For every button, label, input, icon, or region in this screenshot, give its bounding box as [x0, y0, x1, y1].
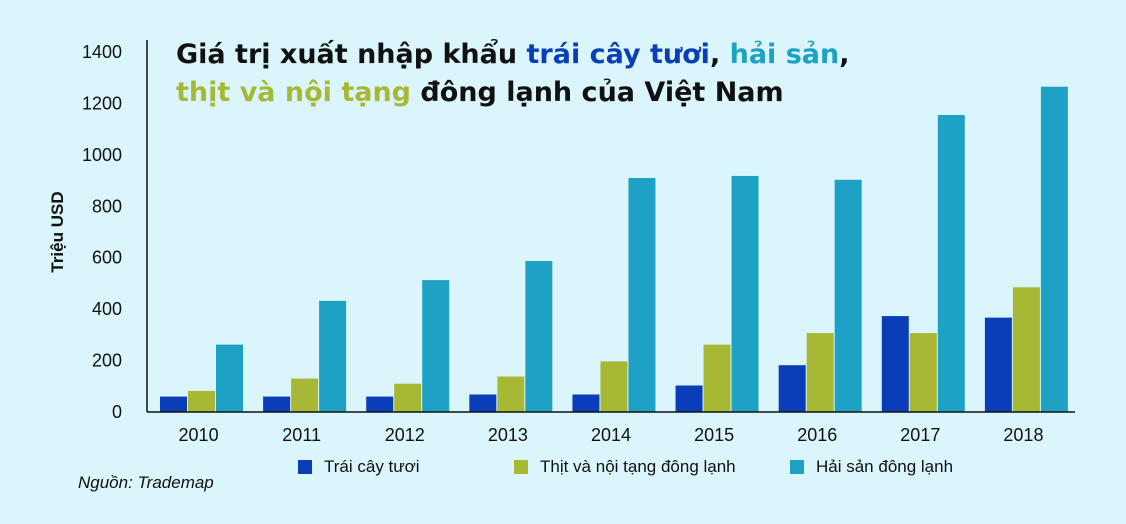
legend-item-fruit: Trái cây tươi: [298, 457, 420, 477]
bar-seafood-2012: [422, 280, 450, 412]
bar-seafood-2013: [525, 261, 553, 412]
bar-seafood-2011: [319, 300, 347, 412]
legend-item-seafood: Hải sản đông lạnh: [790, 457, 953, 477]
bar-seafood-2010: [216, 344, 243, 412]
title-fruit: trái cây tươi: [526, 39, 710, 70]
legend-swatch-seafood: [790, 460, 804, 474]
bar-fruit-2014: [572, 394, 600, 412]
y-tick-label: 200: [92, 351, 122, 371]
bar-meat-2015: [703, 344, 731, 412]
bar-fruit-2011: [263, 396, 291, 412]
title-part-7: đông lạnh của Việt Nam: [411, 77, 784, 108]
x-tick-label: 2017: [900, 425, 940, 445]
bar-seafood-2014: [628, 178, 656, 412]
source-note: Nguồn: Trademap: [78, 473, 214, 492]
bar-meat-2016: [806, 333, 834, 412]
bar-meat-2012: [394, 383, 422, 412]
y-axis-label: Triệu USD: [48, 191, 67, 273]
y-tick-label: 400: [92, 299, 122, 319]
y-tick-label: 800: [92, 196, 122, 216]
bar-meat-2013: [497, 376, 525, 412]
y-tick-label: 600: [92, 248, 122, 268]
bar-fruit-2016: [778, 365, 806, 412]
legend: Trái cây tươi Thịt và nội tạng đông lạnh…: [0, 457, 1126, 483]
legend-label-fruit: Trái cây tươi: [324, 457, 420, 476]
title-part-1: Giá trị xuất nhập khẩu: [176, 39, 527, 70]
x-tick-label: 2010: [179, 425, 219, 445]
bar-fruit-2017: [881, 316, 909, 412]
title-meat: thịt và nội tạng: [176, 77, 412, 108]
bar-seafood-2017: [937, 115, 965, 412]
title-seafood: hải sản: [729, 39, 840, 70]
x-tick-label: 2013: [488, 425, 528, 445]
bar-fruit-2015: [675, 385, 703, 412]
bar-fruit-2012: [366, 396, 394, 412]
x-tick-label: 2011: [282, 425, 321, 445]
x-tick-label: 2018: [1003, 425, 1043, 445]
legend-item-meat: Thịt và nội tạng đông lạnh: [514, 457, 736, 477]
bars: [160, 86, 1068, 412]
bar-seafood-2016: [834, 179, 862, 412]
y-axis-ticks: 0 200 400 600 800 1000 1200 1400: [82, 42, 122, 422]
bar-fruit-2013: [469, 394, 497, 412]
y-tick-label: 1400: [82, 42, 122, 62]
bar-seafood-2015: [731, 175, 759, 412]
y-tick-label: 1000: [82, 145, 122, 165]
y-tick-label: 0: [112, 402, 122, 422]
title-part-5: ,: [839, 39, 850, 70]
bar-meat-2018: [1012, 287, 1040, 412]
bar-meat-2011: [291, 378, 319, 412]
bar-meat-2014: [600, 361, 628, 412]
x-tick-label: 2012: [385, 425, 425, 445]
bar-meat-2017: [909, 333, 937, 412]
legend-label-meat: Thịt và nội tạng đông lạnh: [540, 457, 736, 476]
chart-title: Giá trị xuất nhập khẩu trái cây tươi, hả…: [176, 36, 849, 112]
y-tick-label: 1200: [82, 93, 122, 113]
bar-seafood-2018: [1040, 86, 1068, 412]
x-tick-label: 2016: [797, 425, 837, 445]
legend-swatch-fruit: [298, 460, 312, 474]
legend-label-seafood: Hải sản đông lạnh: [816, 457, 954, 476]
bar-meat-2010: [188, 390, 215, 412]
x-axis-ticks: 2010 2011 2012 2013 2014 2015 2016 2017 2018: [179, 425, 1044, 445]
x-tick-label: 2014: [591, 425, 631, 445]
bar-fruit-2018: [984, 317, 1012, 412]
bar-fruit-2010: [160, 396, 187, 412]
x-tick-label: 2015: [694, 425, 734, 445]
title-part-3: ,: [709, 39, 730, 70]
legend-swatch-meat: [514, 460, 528, 474]
